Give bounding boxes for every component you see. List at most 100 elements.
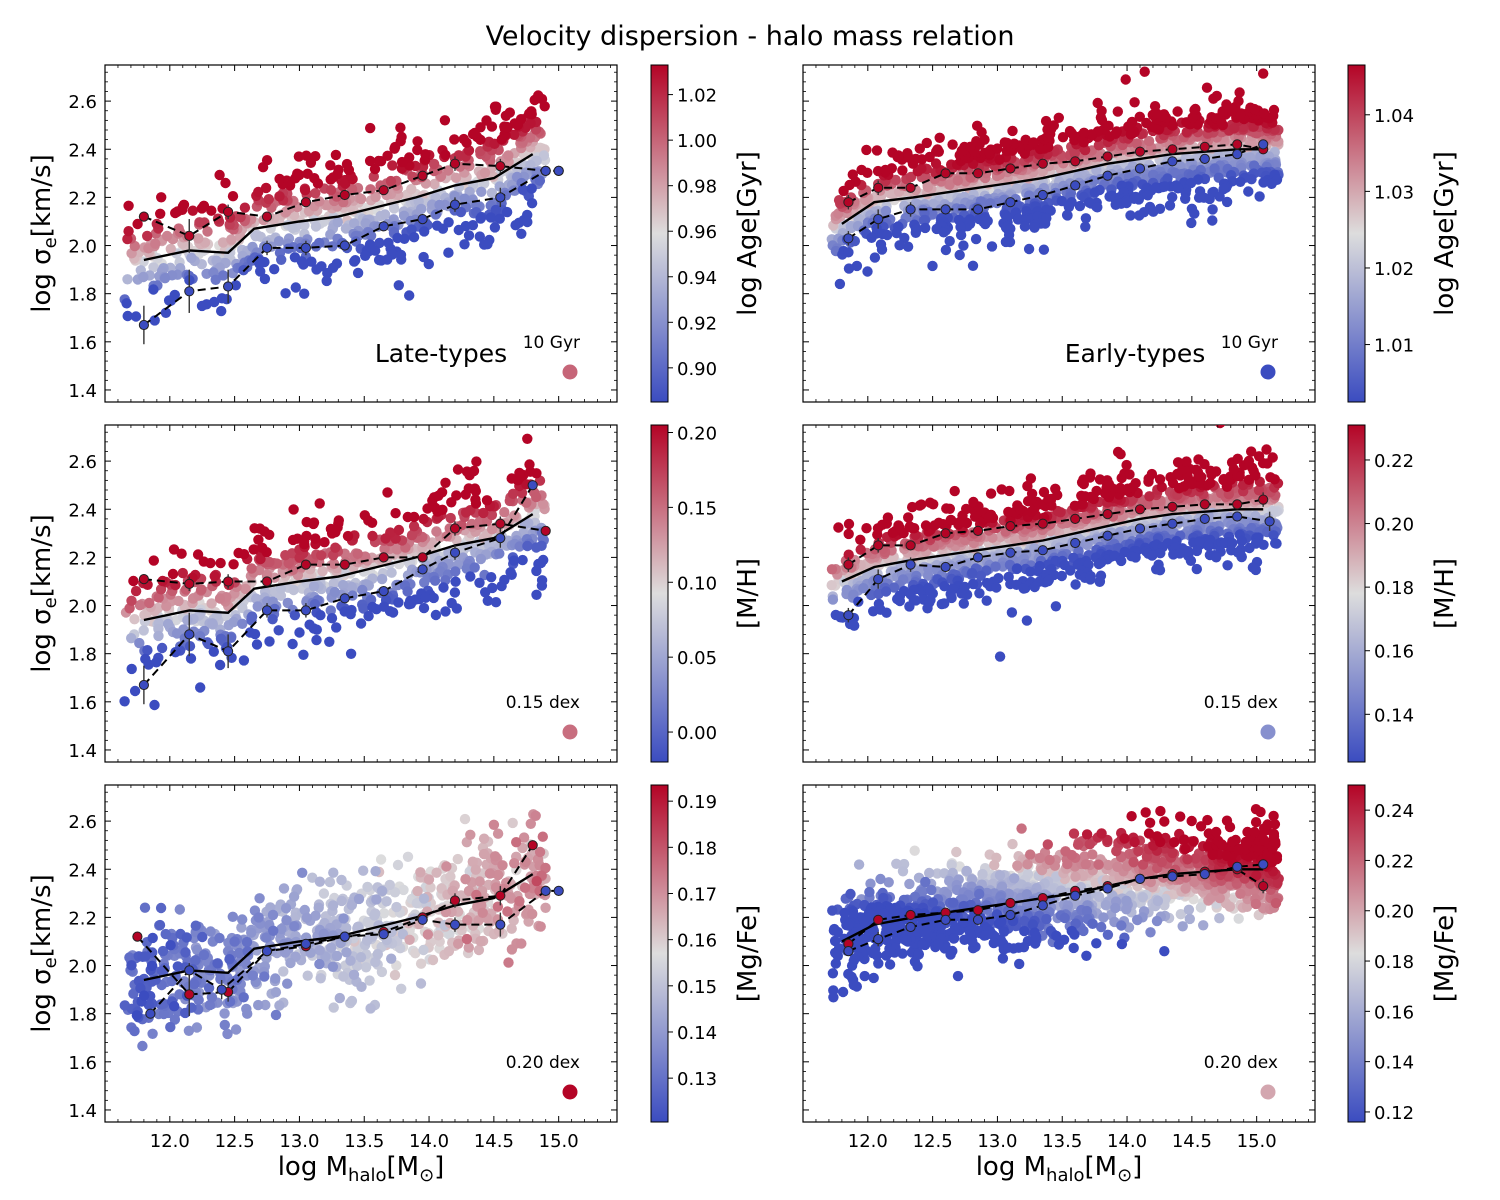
scatter-point bbox=[531, 491, 542, 503]
colorbar-tick-label: 1.02 bbox=[677, 86, 717, 107]
scatter-point bbox=[187, 205, 198, 216]
scatter-point bbox=[855, 544, 866, 555]
scatter-point bbox=[220, 177, 231, 189]
scatter-point bbox=[298, 649, 309, 660]
colorbar-tick-label: 0.92 bbox=[677, 313, 717, 334]
upper-median-point bbox=[378, 552, 389, 563]
axes-frame bbox=[104, 64, 618, 403]
scatter-point bbox=[326, 613, 338, 624]
colorbar-early-age: 1.01 1.02 1.03 1.04 log Age[Gyr] bbox=[1347, 64, 1460, 403]
scatter-point bbox=[922, 570, 934, 581]
population-label: Late-types bbox=[375, 339, 507, 368]
scatter-point bbox=[1062, 210, 1073, 221]
scatter-point bbox=[844, 179, 855, 191]
scatter-point bbox=[487, 582, 498, 594]
scatter-point bbox=[288, 584, 299, 596]
scatter-point bbox=[1221, 196, 1233, 208]
scatter-point bbox=[1259, 108, 1270, 119]
scatter-point bbox=[376, 573, 388, 585]
scatter-point bbox=[388, 203, 400, 214]
scatter-point bbox=[1056, 195, 1068, 207]
upper-median-point bbox=[940, 168, 951, 179]
scatter-point bbox=[148, 284, 159, 295]
scatter-point bbox=[419, 226, 430, 237]
scatter-point bbox=[367, 530, 378, 542]
scatter-point bbox=[460, 507, 472, 518]
scatter-point bbox=[486, 187, 498, 199]
scatter-point bbox=[218, 270, 229, 281]
scatter-point bbox=[210, 274, 221, 285]
scatter-point bbox=[123, 226, 134, 237]
scatter-point bbox=[984, 146, 995, 157]
scatter-point bbox=[412, 136, 423, 147]
scatter-point bbox=[508, 129, 520, 140]
y-tick-label: 1.6 bbox=[68, 693, 97, 714]
scatter-point bbox=[287, 534, 299, 546]
scatter-point bbox=[248, 544, 259, 555]
scatter-point bbox=[202, 226, 213, 237]
scatter-point bbox=[298, 258, 309, 270]
scatter-point bbox=[330, 149, 342, 161]
scatter-point bbox=[486, 572, 497, 583]
colorbar-late-age: 0.90 0.92 0.94 0.96 0.98 1.00 1.02 log Age[Gyr] bbox=[650, 64, 763, 403]
scatter-point bbox=[324, 636, 335, 647]
scatter-point bbox=[408, 521, 420, 532]
lower-median-line bbox=[143, 169, 559, 326]
upper-median-point bbox=[300, 197, 311, 208]
scatter-point bbox=[380, 533, 391, 544]
upper-median-point bbox=[1232, 139, 1243, 150]
scatter-point bbox=[514, 541, 525, 552]
lower-median-point bbox=[449, 199, 461, 210]
lower-median-point bbox=[1102, 170, 1113, 181]
scatter-point bbox=[955, 229, 967, 241]
scatter-point bbox=[426, 199, 438, 210]
colorbar-tick-label: 1.01 bbox=[1374, 336, 1414, 357]
scatter-point bbox=[365, 230, 377, 241]
scatter-point bbox=[508, 555, 520, 566]
scatter-point bbox=[404, 152, 415, 163]
scatter-point bbox=[310, 533, 321, 544]
scatter-point bbox=[524, 459, 535, 470]
scatter-point bbox=[299, 185, 311, 196]
scatter-point bbox=[263, 194, 274, 205]
scatter-point bbox=[418, 602, 430, 614]
scatter-point bbox=[267, 614, 278, 625]
scatter-point bbox=[1041, 213, 1052, 224]
scatter-point bbox=[142, 645, 153, 656]
scatter-point bbox=[1142, 190, 1154, 201]
reference-marker-note: 10 Gyr bbox=[523, 333, 580, 353]
scatter-point bbox=[439, 115, 451, 126]
running-mean-line bbox=[143, 153, 534, 262]
scatter-point bbox=[475, 146, 486, 157]
scatter-point bbox=[382, 254, 393, 265]
lower-median-point bbox=[449, 547, 461, 558]
scatter-point bbox=[422, 503, 433, 514]
upper-median-point bbox=[1005, 163, 1016, 174]
scatter-point bbox=[1080, 221, 1091, 232]
scatter-point bbox=[450, 172, 462, 183]
scatter-point bbox=[1134, 111, 1146, 123]
scatter-point bbox=[515, 114, 527, 125]
scatter-point bbox=[269, 264, 280, 275]
scatter-point bbox=[992, 143, 1003, 154]
scatter-point bbox=[866, 232, 877, 243]
upper-median-point bbox=[184, 578, 195, 590]
scatter-point bbox=[880, 164, 891, 176]
scatter-point bbox=[311, 264, 322, 275]
upper-median-point bbox=[905, 182, 916, 193]
upper-median-point bbox=[261, 211, 273, 222]
scatter-point bbox=[310, 188, 321, 199]
scatter-point bbox=[1096, 105, 1107, 117]
scatter-point bbox=[240, 583, 251, 595]
running-mean-line bbox=[143, 513, 534, 622]
scatter-point bbox=[373, 155, 384, 167]
scatter-point bbox=[395, 122, 406, 133]
upper-median-line bbox=[143, 522, 546, 585]
scatter-point bbox=[390, 508, 401, 519]
scatter-point bbox=[479, 167, 491, 178]
scatter-point bbox=[1120, 74, 1131, 85]
reference-marker-note: 10 Gyr bbox=[1221, 333, 1278, 353]
y-tick-label: 1.8 bbox=[68, 285, 97, 306]
scatter-point bbox=[869, 252, 881, 263]
scatter-point bbox=[1038, 244, 1050, 255]
